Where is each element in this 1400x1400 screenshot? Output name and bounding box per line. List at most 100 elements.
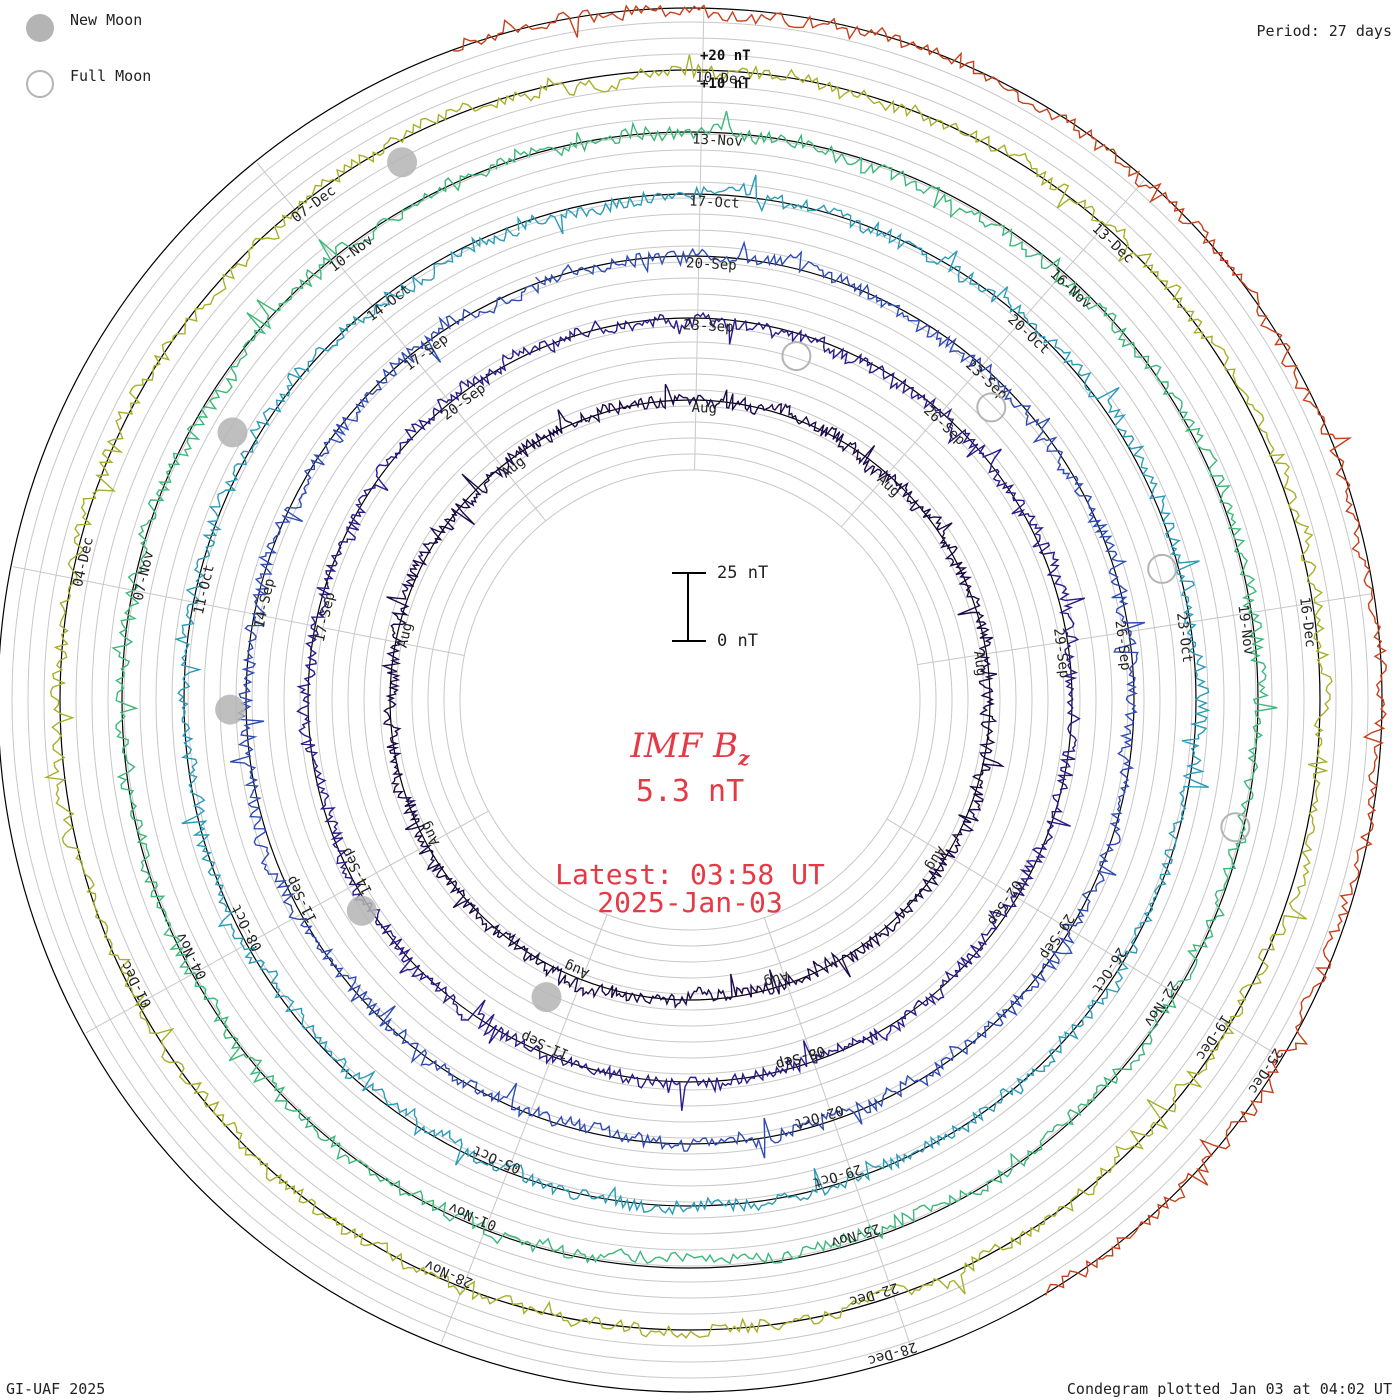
bz-trace-3: [230, 240, 1146, 1159]
date-label: Aug: [762, 968, 791, 991]
full-moon-marker: 15-Nov: [1147, 553, 1178, 584]
grid-radial: [763, 917, 914, 1354]
full-moon-marker: 15-Dec: [1220, 812, 1251, 843]
grid-circle: [459, 469, 921, 931]
grid-circle: [299, 309, 1081, 1091]
grid-circle: [107, 117, 1273, 1283]
moon-markers: 02-Sep 02-Oct 01-Nov 01-Dec 30-Dec 18-Sep 17-O…: [215, 147, 1251, 1013]
legend-new-moon-label: New Moon: [70, 11, 143, 29]
grid-radial: [917, 593, 1372, 666]
date-label: 16-Dec: [1296, 596, 1318, 648]
grid-circle: [203, 213, 1177, 1187]
date-label: Aug: [691, 400, 717, 417]
grid-circle: [347, 357, 1033, 1043]
footer-plotted: Condegram plotted Jan 03 at 04:02 UT: [1066, 1380, 1392, 1398]
date-label: 13-Dec: [1089, 221, 1137, 267]
date-label: 11-Oct: [191, 563, 218, 616]
date-label: 22-Dec: [847, 1279, 900, 1309]
bz-trace-6: [43, 54, 1333, 1339]
full-moon-marker: 17-Oct: [976, 392, 1007, 423]
date-label: 13-Nov: [692, 131, 743, 149]
scale-bar: [672, 572, 706, 642]
grid-circle: [91, 101, 1289, 1299]
polar-grid: [0, 7, 1383, 1393]
grid-radial: [886, 818, 1281, 1058]
grid-circle: [11, 21, 1369, 1379]
scale-bottom-label: 0 nT: [717, 631, 758, 651]
full-moon-marker: 18-Sep: [781, 341, 812, 372]
bz-trace-2: [296, 311, 1086, 1111]
date-label: 11-Sep: [519, 1028, 572, 1062]
date-label: 20-Sep: [686, 255, 737, 273]
new-moon-marker: 02-Oct: [346, 895, 377, 926]
latest-time: Latest: 03:58 UT: [555, 858, 825, 891]
grid-circle: [331, 341, 1049, 1059]
date-label: 29-Sep: [1036, 911, 1077, 962]
bz-trace-7: [452, 4, 1387, 1296]
date-label: Aug: [395, 621, 416, 649]
date-label: Aug: [562, 957, 592, 982]
legend-full-moon: Full Moon: [26, 67, 152, 98]
rotation-baseline: [59, 69, 1321, 1331]
grid-circle: [43, 53, 1337, 1347]
grid-circle: [267, 277, 1113, 1123]
grid-radial: [440, 914, 608, 1344]
ring-scale-20: +20 nT: [700, 48, 751, 64]
date-label: Aug: [417, 819, 443, 849]
legend-new-moon: New Moon: [26, 11, 143, 42]
latest-date: 2025-Jan-03: [597, 886, 783, 919]
rotation-baseline: [245, 255, 1135, 1145]
grid-circle: [235, 245, 1145, 1155]
latest-value: 5.3 nT: [635, 774, 745, 809]
grid-circle: [171, 181, 1209, 1219]
ring-scale-10: +10 nT: [700, 76, 751, 92]
bz-trace-5: [111, 110, 1278, 1265]
new-moon-marker: 02-Sep: [531, 982, 562, 1013]
new-moon-marker: 01-Nov: [215, 694, 246, 725]
chart-title: IMF Bz: [630, 726, 750, 770]
date-label: 19-Nov: [1234, 604, 1256, 656]
grid-circle: [395, 405, 985, 995]
date-label: 04-Dec: [70, 536, 97, 589]
date-label: 28-Dec: [866, 1338, 919, 1368]
date-label: Aug: [970, 650, 989, 677]
bz-traces: [43, 4, 1387, 1339]
date-label: 02-Oct: [792, 1101, 845, 1131]
date-label: 29-Sep: [1050, 627, 1072, 679]
date-label: 17-Oct: [689, 193, 740, 211]
grid-radial: [840, 180, 1145, 528]
date-label: 26-Sep: [1111, 619, 1133, 671]
grid-circle: [219, 229, 1161, 1171]
grid-circle: [443, 453, 937, 947]
grid-radial: [12, 566, 465, 657]
new-moon-icon: [26, 14, 54, 42]
date-label: 10-Dec: [695, 70, 746, 88]
grid-circle: [155, 165, 1225, 1235]
grid-circle: [283, 293, 1097, 1107]
date-label: 02-Sep: [984, 877, 1025, 928]
grid-circle: [75, 85, 1305, 1315]
date-label: 23-Oct: [1173, 612, 1195, 664]
grid-circle: [427, 437, 953, 963]
new-moon-marker: 30-Dec: [387, 147, 418, 178]
grid-circle: [379, 389, 1001, 1011]
grid-circle: [315, 325, 1065, 1075]
full-moon-icon: [26, 70, 54, 98]
grid-radial: [256, 162, 547, 522]
bz-trace-4: [174, 174, 1211, 1216]
grid-circle: [27, 37, 1353, 1363]
rotation-baseline: [0, 7, 1383, 1393]
grid-radial: [85, 810, 489, 1034]
grid-circle: [123, 133, 1257, 1267]
bz-trace-1: [381, 383, 1005, 1009]
new-moon-marker: 01-Dec: [217, 417, 248, 448]
grid-radial: [694, 10, 705, 471]
date-label: 23-Sep: [683, 317, 734, 335]
scale-top-label: 25 nT: [717, 563, 769, 583]
legend-full-moon-label: Full Moon: [70, 67, 152, 85]
grid-circle: [411, 421, 969, 979]
period-label: Period: 27 days: [1256, 22, 1392, 40]
date-label: 16-Nov: [1047, 266, 1095, 312]
grid-circle: [363, 373, 1017, 1027]
